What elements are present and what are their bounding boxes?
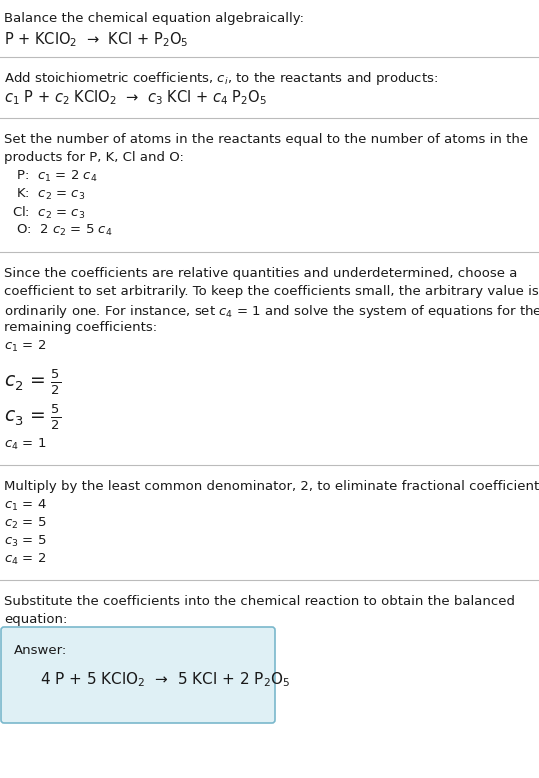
Text: $c_3$ = 5: $c_3$ = 5: [4, 534, 46, 549]
Text: $c_1$ = 4: $c_1$ = 4: [4, 498, 47, 513]
Text: Substitute the coefficients into the chemical reaction to obtain the balanced: Substitute the coefficients into the che…: [4, 595, 515, 608]
Text: Add stoichiometric coefficients, $c_i$, to the reactants and products:: Add stoichiometric coefficients, $c_i$, …: [4, 70, 438, 87]
Text: P + KClO$_2$  →  KCl + P$_2$O$_5$: P + KClO$_2$ → KCl + P$_2$O$_5$: [4, 30, 188, 49]
Text: K:  $c_2$ = $c_3$: K: $c_2$ = $c_3$: [12, 187, 85, 202]
Text: $c_1$ = 2: $c_1$ = 2: [4, 339, 46, 354]
Text: Set the number of atoms in the reactants equal to the number of atoms in the: Set the number of atoms in the reactants…: [4, 133, 528, 146]
Text: $c_4$ = 1: $c_4$ = 1: [4, 437, 46, 452]
Text: equation:: equation:: [4, 613, 67, 626]
Text: Multiply by the least common denominator, 2, to eliminate fractional coefficient: Multiply by the least common denominator…: [4, 480, 539, 493]
Text: Balance the chemical equation algebraically:: Balance the chemical equation algebraica…: [4, 12, 304, 25]
Text: O:  2 $c_2$ = 5 $c_4$: O: 2 $c_2$ = 5 $c_4$: [12, 223, 113, 238]
Text: P:  $c_1$ = 2 $c_4$: P: $c_1$ = 2 $c_4$: [12, 169, 98, 184]
Text: coefficient to set arbitrarily. To keep the coefficients small, the arbitrary va: coefficient to set arbitrarily. To keep …: [4, 285, 539, 298]
Text: Since the coefficients are relative quantities and underdetermined, choose a: Since the coefficients are relative quan…: [4, 267, 517, 280]
Text: Cl:  $c_2$ = $c_3$: Cl: $c_2$ = $c_3$: [12, 205, 85, 221]
FancyBboxPatch shape: [1, 627, 275, 723]
Text: Answer:: Answer:: [14, 644, 67, 657]
Text: $c_4$ = 2: $c_4$ = 2: [4, 552, 46, 567]
Text: 4 P + 5 KClO$_2$  →  5 KCl + 2 P$_2$O$_5$: 4 P + 5 KClO$_2$ → 5 KCl + 2 P$_2$O$_5$: [40, 670, 290, 689]
Text: $c_1$ P + $c_2$ KClO$_2$  →  $c_3$ KCl + $c_4$ P$_2$O$_5$: $c_1$ P + $c_2$ KClO$_2$ → $c_3$ KCl + $…: [4, 88, 267, 107]
Text: products for P, K, Cl and O:: products for P, K, Cl and O:: [4, 151, 184, 164]
Text: $c_2$ = 5: $c_2$ = 5: [4, 516, 46, 531]
Text: ordinarily one. For instance, set $c_4$ = 1 and solve the system of equations fo: ordinarily one. For instance, set $c_4$ …: [4, 303, 539, 320]
Text: $c_3$ = $\frac{5}{2}$: $c_3$ = $\frac{5}{2}$: [4, 403, 61, 433]
Text: remaining coefficients:: remaining coefficients:: [4, 321, 157, 334]
Text: $c_2$ = $\frac{5}{2}$: $c_2$ = $\frac{5}{2}$: [4, 368, 61, 398]
